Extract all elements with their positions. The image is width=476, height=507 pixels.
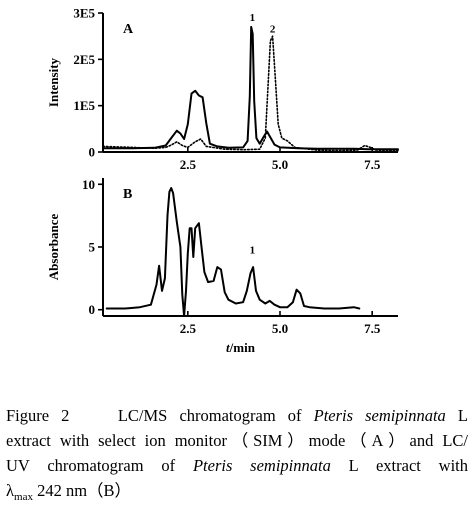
panel-b-y-tick-label: 10 [82,177,95,192]
panel-a-x-tick-label: 5.0 [272,157,288,172]
caption-line-4: λmax 242 nm（B） [6,478,468,503]
panel-b-x-axis-title: t/min [226,340,256,355]
panel-a-peak-label: 2 [270,23,276,35]
panel-b-y-axis-title: Absorbance [46,214,61,281]
panel-a-y-tick-label: 2E5 [73,52,95,67]
panel-a-peak-label: 1 [250,12,256,24]
panel-a-series-dotted [102,35,399,152]
caption-species-1: Pteris semipinnata [313,406,446,425]
caption-figure-label: Figure 2 [6,406,70,425]
panel-a-series-solid [102,25,399,151]
caption-line-1: Figure 2 LC/MS chromatogram of Pteris se… [6,403,468,428]
figure-caption: Figure 2 LC/MS chromatogram of Pteris se… [6,403,468,503]
panel-b-x-tick-label: 5.0 [272,321,288,336]
panel-a-y-tick-label: 0 [89,145,96,160]
caption-line-2: extract with select ion monitor（SIM）mode… [6,431,468,450]
panel-a-letter: A [123,22,134,37]
chromatogram-figure: 0 1E5 2E5 3E5 2.5 5.0 7.5 A Intensity 1 2 0 5 10 2.5 5.… [46,6,399,355]
panel-b-letter: B [123,187,132,202]
caption-lambda: λ [6,481,15,500]
caption-species-2: Pteris semipinnata [192,456,331,475]
caption-text-3b: L extract with [330,456,469,475]
panel-a-y-tick-label: 1E5 [73,98,95,113]
panel-b-series-solid [105,187,361,317]
caption-lambda-subscript: max [14,491,33,503]
panel-b-x-tick-label: 7.5 [364,321,381,336]
panel-a-x-tick-label: 7.5 [364,157,381,172]
caption-line-3: UV chromatogram of Pteris semipinnata L … [6,453,468,478]
caption-text-1a: LC/MS chromatogram of [117,406,314,425]
panel-b-x-tick-label: 2.5 [180,321,197,336]
panel-a-y-tick-label: 3E5 [73,6,95,21]
caption-text-4b: 242 nm（B） [32,481,132,500]
panel-a-x-tick-label: 2.5 [180,157,197,172]
panel-b-y-tick-label: 5 [89,240,96,255]
panel-b-y-tick-label: 0 [89,302,96,317]
panel-b-peak-label: 1 [250,244,256,256]
panel-a-y-axis-title: Intensity [46,57,61,107]
caption-text-1b: L [445,406,468,425]
caption-text-3a: UV chromatogram of [6,456,193,475]
figure: 0 1E5 2E5 3E5 2.5 5.0 7.5 A Intensity 1 2 0 5 10 2.5 5.… [46,6,399,355]
